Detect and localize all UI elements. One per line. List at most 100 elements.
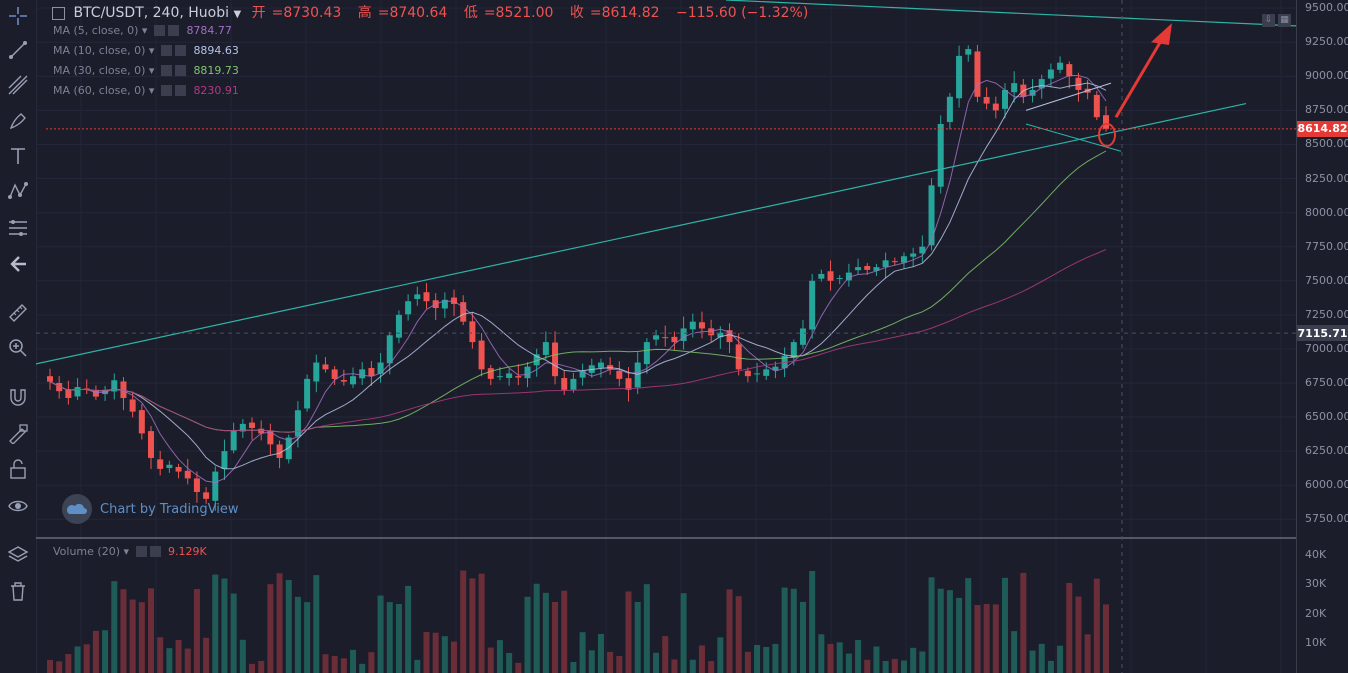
volume-bar	[496, 640, 503, 673]
volume-bar	[818, 634, 825, 673]
candle	[1011, 83, 1018, 93]
volume-bar	[992, 604, 999, 673]
symbol-dropdown-icon[interactable]: ▼	[233, 9, 242, 20]
candle	[111, 380, 118, 392]
indicator-ma5[interactable]: MA (5, close, 0) ▾ 8784.77	[53, 24, 232, 37]
ohlc-readout: 开 =8730.43 高 =8740.64 低 =8521.00 收 =8614.82 …	[252, 5, 815, 21]
candle	[855, 267, 862, 271]
candle	[230, 430, 237, 451]
volume-bar	[478, 573, 485, 673]
price-chart[interactable]	[36, 0, 1296, 673]
volume-tick-label: 40K	[1305, 547, 1327, 561]
close-icon	[167, 24, 179, 36]
candle	[166, 464, 173, 469]
volume-bar	[249, 663, 256, 673]
price-tick-label: 9500.00	[1305, 1, 1348, 15]
volume-bar	[1103, 604, 1109, 673]
volume-bar	[102, 630, 109, 673]
volume-bar	[405, 585, 412, 673]
candle	[910, 253, 917, 257]
back-arrow-icon[interactable]	[4, 250, 32, 278]
volume-bar	[184, 648, 191, 673]
candle	[873, 267, 880, 271]
lock-icon[interactable]	[4, 455, 32, 483]
volume-bar	[203, 637, 210, 673]
chart-area[interactable]	[36, 0, 1296, 673]
candle	[506, 373, 513, 378]
settings-icon	[153, 24, 165, 36]
text-icon[interactable]	[4, 142, 32, 170]
volume-bar	[910, 647, 917, 673]
indicator-ma30[interactable]: MA (30, close, 0) ▾ 8819.73	[53, 64, 239, 77]
volume-bar	[276, 573, 283, 673]
volume-bar	[377, 595, 384, 673]
volume-indicator-label[interactable]: Volume (20) ▾ 9.129K	[53, 545, 207, 558]
volume-bar	[616, 655, 623, 673]
candle	[542, 342, 549, 355]
candle	[1038, 79, 1045, 89]
pattern-icon[interactable]	[4, 177, 32, 205]
expand-icon[interactable]: ▦	[1278, 14, 1291, 27]
price-tick-label: 9250.00	[1305, 35, 1348, 49]
indicator-ma60[interactable]: MA (60, close, 0) ▾ 8230.91	[53, 84, 239, 97]
candle	[1057, 62, 1064, 70]
symbol-icon	[52, 6, 65, 20]
volume-bar	[230, 593, 237, 673]
close-value: 收 =8614.82	[569, 5, 660, 21]
scroll-down-icon[interactable]: ⇩	[1262, 14, 1275, 27]
trendline-icon[interactable]	[4, 36, 32, 64]
volume-bar	[267, 584, 274, 673]
crosshair-icon[interactable]	[4, 2, 32, 30]
candle	[937, 124, 944, 187]
price-tick-label: 6000.00	[1305, 478, 1348, 492]
candle	[138, 410, 145, 434]
eye-icon[interactable]	[4, 492, 32, 520]
candle	[763, 369, 770, 376]
volume-bar	[221, 578, 228, 673]
zoom-icon[interactable]	[4, 334, 32, 362]
volume-bar	[524, 596, 531, 673]
volume-bar	[1057, 645, 1064, 673]
measure-icon[interactable]	[4, 214, 32, 242]
candle	[983, 97, 990, 104]
volume-bar	[855, 639, 862, 673]
volume-bar	[983, 603, 990, 673]
volume-bar	[368, 652, 375, 673]
brush-icon[interactable]	[4, 107, 32, 135]
candle	[708, 328, 715, 336]
symbol-title[interactable]: BTC/USDT, 240, Huobi	[73, 5, 230, 21]
price-tick-label: 8250.00	[1305, 171, 1348, 185]
candle	[836, 278, 843, 280]
candle	[845, 272, 852, 281]
layers-icon[interactable]	[4, 541, 32, 569]
volume-bar	[1001, 577, 1008, 673]
ruler-icon[interactable]	[4, 299, 32, 327]
magnet-icon[interactable]	[4, 383, 32, 411]
volume-bar	[469, 578, 476, 673]
volume-bar	[928, 577, 935, 673]
volume-bar	[763, 647, 770, 673]
candle	[818, 273, 825, 279]
volume-bar	[726, 589, 733, 673]
candle	[56, 383, 63, 392]
volume-bar	[92, 630, 99, 673]
candle	[92, 389, 99, 397]
trash-icon[interactable]	[4, 577, 32, 605]
volume-bar	[193, 589, 200, 673]
volume-bar	[1047, 660, 1054, 673]
volume-bar	[395, 603, 402, 673]
volume-bar	[1038, 643, 1045, 673]
indicator-ma10[interactable]: MA (10, close, 0) ▾ 8894.63	[53, 44, 239, 57]
candle	[634, 362, 641, 388]
trendline-channel	[1025, 123, 1122, 152]
volume-bar	[900, 660, 907, 673]
candle	[184, 470, 191, 479]
lock-draw-icon[interactable]	[4, 419, 32, 447]
volume-bar	[515, 662, 522, 673]
volume-bar	[680, 593, 687, 673]
candle	[359, 369, 366, 379]
volume-bar	[772, 643, 779, 673]
candle	[891, 261, 898, 263]
fib-icon[interactable]	[4, 71, 32, 99]
volume-bar	[148, 588, 155, 673]
